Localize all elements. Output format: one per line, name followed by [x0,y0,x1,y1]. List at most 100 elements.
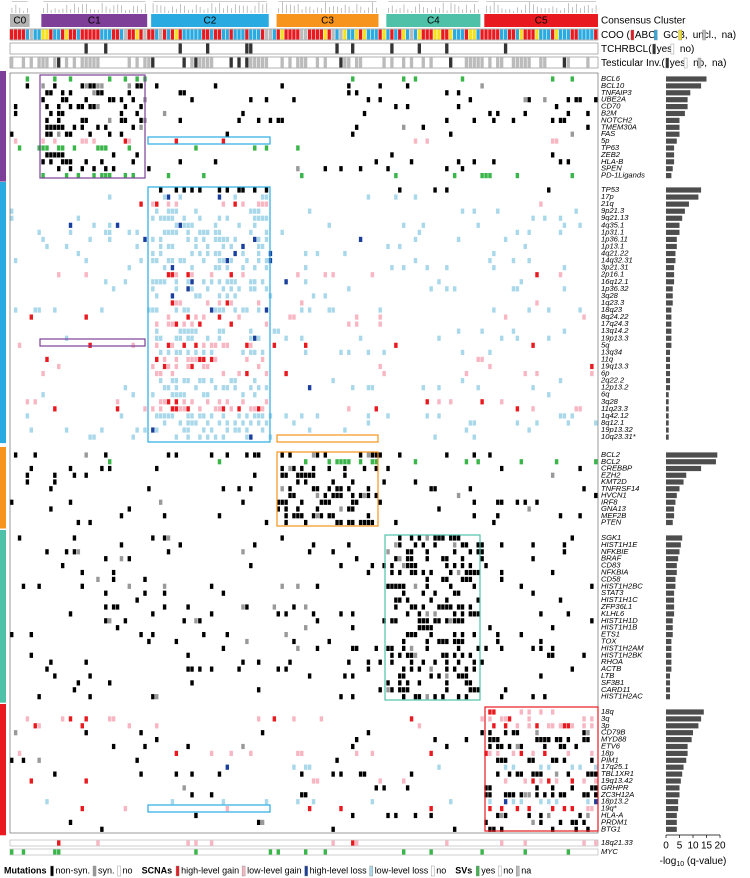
heatmap-cell [198,293,202,299]
heatmap-cell [547,187,551,193]
heatmap-cell [586,730,590,736]
annotation-cell [194,57,198,68]
heatmap-cell [351,131,355,137]
heatmap-cell [311,452,316,458]
heatmap-cell [421,542,426,548]
heatmap-cell [147,638,151,645]
legend-label: syn. [98,865,115,875]
annotation-cell [519,29,523,40]
heatmap-cell [158,236,163,243]
bar [666,208,685,214]
heatmap-cell [511,730,516,736]
heatmap-cell [531,542,535,548]
heatmap-cell [96,576,100,582]
row-label: 17p [601,192,614,201]
heatmap-cell [80,723,84,729]
heatmap-cell [53,472,57,478]
heatmap-cell [496,110,500,117]
heatmap-cell [307,427,312,433]
heatmap-cell [194,145,198,151]
annotation-cell [96,29,100,40]
heatmap-cell [158,413,163,419]
heatmap-cell [496,499,500,505]
annotation-cell [288,57,292,68]
annotation-cell [272,29,276,40]
heatmap-cell [170,258,175,264]
heatmap-cell [476,569,480,576]
heatmap-cell [68,166,73,172]
bar [666,194,699,200]
bar [666,124,680,130]
row-label: PIM1 [601,755,619,764]
heatmap-cell [437,335,441,341]
annotation-cell [496,57,500,68]
heatmap-cell [445,556,449,562]
heatmap-cell [449,535,453,541]
annotation-cell [21,29,26,40]
heatmap-cell [511,258,516,264]
heatmap-cell [319,513,324,519]
heatmap-cell [260,819,265,825]
heatmap-cell [327,513,331,519]
heatmap-cell [409,632,414,638]
heatmap-cell [256,687,261,693]
heatmap-cell [413,583,418,589]
heatmap-cell [456,236,461,243]
heatmap-cell [49,659,53,665]
annotation-cell [347,29,351,40]
heatmap-cell [260,194,265,200]
row-label: ZEB2 [600,150,621,159]
heatmap-cell [162,583,167,589]
heatmap-cell [68,222,73,228]
heatmap-cell [535,730,539,736]
annotation-cell [174,29,178,40]
heatmap-cell [53,406,57,412]
heatmap-cell [492,709,496,715]
heatmap-cell [182,187,186,193]
annotation-cell [21,57,26,68]
heatmap-cell [151,286,155,292]
annotation-cell [441,29,445,40]
heatmap-cell [284,666,288,672]
heatmap-cell [468,549,473,555]
heatmap-cell [409,556,414,562]
heatmap-cell [464,673,469,679]
annotation-cell [253,29,257,40]
annotation-cell [170,29,175,40]
heatmap-cell [123,76,128,82]
heatmap-cell [331,771,335,777]
heatmap-cell [304,764,308,770]
heatmap-cell [456,535,461,541]
heatmap-cell [480,659,484,665]
heatmap-cell [284,279,288,285]
legend-label: high-level loss [310,865,368,875]
heatmap-cell [237,117,241,123]
heatmap-cell [347,321,351,327]
heatmap-cell [256,413,261,419]
annotation-cell [554,29,559,40]
heatmap-cell [421,124,426,130]
heatmap-cell [155,83,159,89]
heatmap-cell [166,549,171,555]
annotation-cell [115,29,120,40]
heatmap-cell [409,549,414,555]
heatmap-cell [104,556,108,562]
heatmap-cell [527,229,531,235]
bar [666,265,675,271]
heatmap-cell [182,399,186,405]
heatmap-cell [186,378,190,384]
heatmap-cell [488,806,492,812]
bar [666,778,681,784]
heatmap-cell [547,737,551,743]
heatmap-cell [174,201,179,207]
heatmap-cell [41,173,45,179]
heatmap-cell [229,300,233,306]
heatmap-cell [186,328,190,334]
cluster-band [386,14,481,27]
heatmap-cell [488,750,492,756]
heatmap-cell [123,806,128,812]
heatmap-cell [574,826,578,832]
bar [666,479,684,485]
heatmap-cell [445,90,449,96]
annotation-cell [245,29,249,40]
